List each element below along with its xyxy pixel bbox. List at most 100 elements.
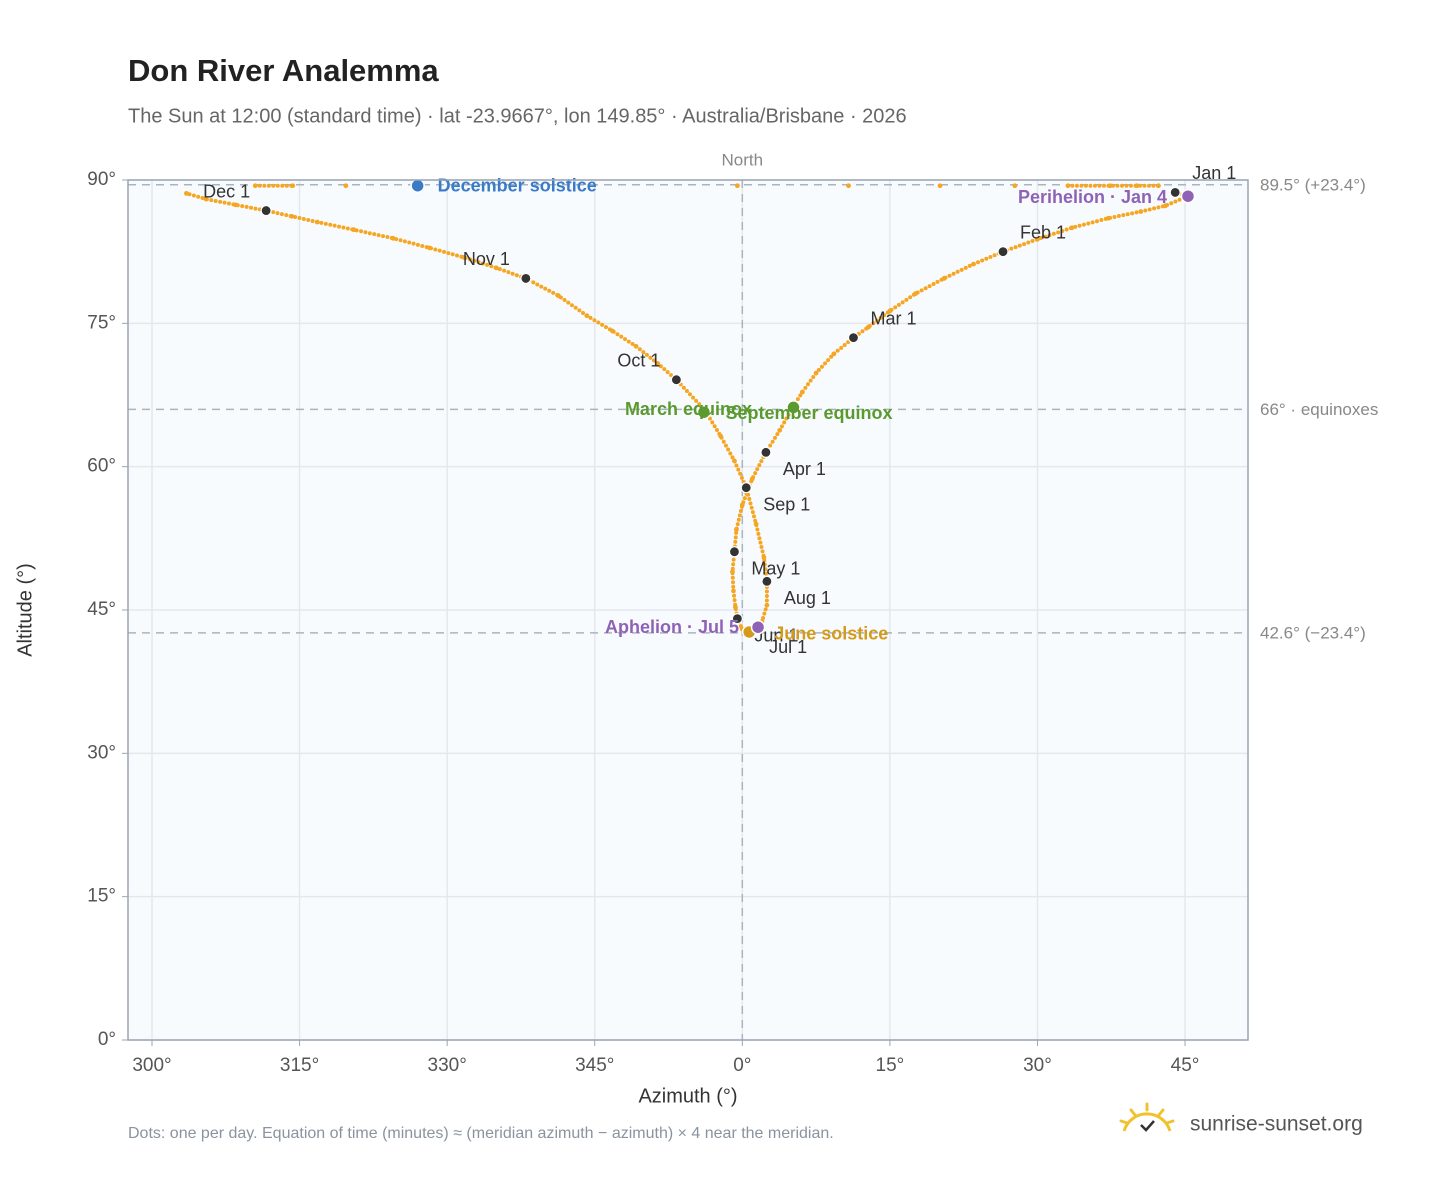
y-tick-label: 75° (87, 312, 116, 333)
month-label: Aug 1 (784, 588, 831, 608)
month-marker (740, 482, 752, 494)
day-dot (731, 588, 736, 594)
y-tick-label: 30° (87, 742, 116, 763)
day-dot (730, 569, 735, 575)
month-label: Jan 1 (1192, 163, 1236, 183)
month-label: Sep 1 (763, 494, 810, 514)
day-dot (733, 604, 738, 610)
event-label: Perihelion · Jan 4 (1018, 187, 1167, 207)
day-dot (734, 183, 740, 189)
day-dot (734, 527, 739, 533)
event-label: March equinox (625, 399, 752, 419)
event-label: June solstice (774, 624, 888, 644)
month-label: May 1 (751, 558, 800, 578)
x-tick-label: 15° (876, 1055, 905, 1076)
month-marker (520, 272, 532, 285)
y-tick-label: 0° (98, 1029, 116, 1050)
day-dot (390, 235, 396, 241)
event-label: Aphelion · Jul 5 (605, 617, 739, 637)
day-dot (718, 433, 724, 439)
event-marker (410, 178, 425, 193)
day-dot (584, 313, 590, 319)
month-label: Oct 1 (617, 350, 660, 370)
day-dot (761, 555, 767, 560)
day-dot (1065, 183, 1071, 189)
event-marker (696, 404, 712, 420)
day-dot (1035, 236, 1040, 242)
chart-subtitle: The Sun at 12:00 (standard time) · lat -… (128, 105, 907, 127)
day-dot (1105, 215, 1111, 221)
y-tick-label: 90° (87, 169, 116, 190)
day-dot (846, 183, 851, 189)
footnote: Dots: one per day. Equation of time (min… (128, 1125, 834, 1142)
day-dot (1069, 225, 1075, 231)
day-dot (777, 427, 783, 433)
day-dot (1156, 183, 1161, 189)
day-dot (753, 521, 759, 527)
day-dot (343, 183, 349, 189)
logo-check (1140, 1120, 1155, 1132)
y-tick-label: 60° (87, 456, 116, 477)
reference-label: 89.5° (+23.4°) (1260, 175, 1366, 194)
day-dot (913, 291, 918, 297)
brand: sunrise-sunset.org (1190, 1113, 1363, 1136)
day-dot (1012, 183, 1018, 189)
day-dot (941, 276, 947, 281)
day-dot (971, 261, 976, 267)
month-marker (731, 612, 743, 625)
x-axis-title: Azimuth (°) (638, 1085, 737, 1107)
y-axis-title: Altitude (°) (14, 563, 36, 657)
month-marker (670, 374, 682, 386)
day-dot (865, 324, 871, 330)
day-dot (252, 183, 258, 189)
meridian-label: North (722, 150, 764, 169)
reference-label: 66° · equinoxes (1260, 400, 1378, 419)
day-dot (655, 361, 661, 366)
day-dot (289, 213, 295, 219)
x-tick-label: 30° (1023, 1055, 1052, 1076)
month-marker (997, 246, 1009, 258)
day-dot (351, 227, 357, 233)
event-label: December solstice (438, 175, 597, 195)
event-marker (786, 400, 801, 415)
month-marker (260, 204, 272, 217)
month-label: Feb 1 (1020, 222, 1066, 242)
day-dot (427, 245, 432, 251)
day-dot (203, 196, 209, 202)
event-label: September equinox (725, 403, 892, 423)
x-tick-label: 0° (733, 1055, 751, 1076)
y-tick-label: 15° (87, 886, 116, 907)
day-dot (493, 265, 499, 271)
logo-rays (1119, 1102, 1175, 1125)
day-dot (831, 351, 837, 357)
x-tick-label: 315° (280, 1055, 319, 1076)
day-dot (1138, 209, 1144, 214)
month-label: Jul 1 (769, 637, 807, 657)
day-dot (739, 502, 745, 508)
chart-title: Don River Analemma (128, 53, 439, 88)
brand-logo (1119, 1102, 1175, 1132)
x-tick-label: 330° (428, 1055, 467, 1076)
day-dot (799, 389, 805, 395)
x-tick-label: 45° (1171, 1055, 1200, 1076)
day-dot (555, 293, 561, 299)
reference-label: 42.6° (−23.4°) (1260, 623, 1366, 642)
month-marker (728, 546, 741, 558)
day-dot (1134, 183, 1140, 189)
event-marker (1180, 188, 1196, 204)
day-dot (461, 255, 467, 260)
month-label: Dec 1 (203, 181, 250, 201)
month-label: Mar 1 (870, 308, 916, 328)
day-dot (887, 308, 893, 314)
day-dot (732, 458, 737, 464)
day-dot (633, 343, 639, 349)
day-dot (1107, 183, 1113, 189)
month-label: Apr 1 (783, 459, 826, 479)
x-tick-label: 300° (132, 1055, 171, 1076)
day-dot (749, 476, 755, 482)
day-dot (764, 602, 770, 608)
month-marker (847, 332, 860, 344)
